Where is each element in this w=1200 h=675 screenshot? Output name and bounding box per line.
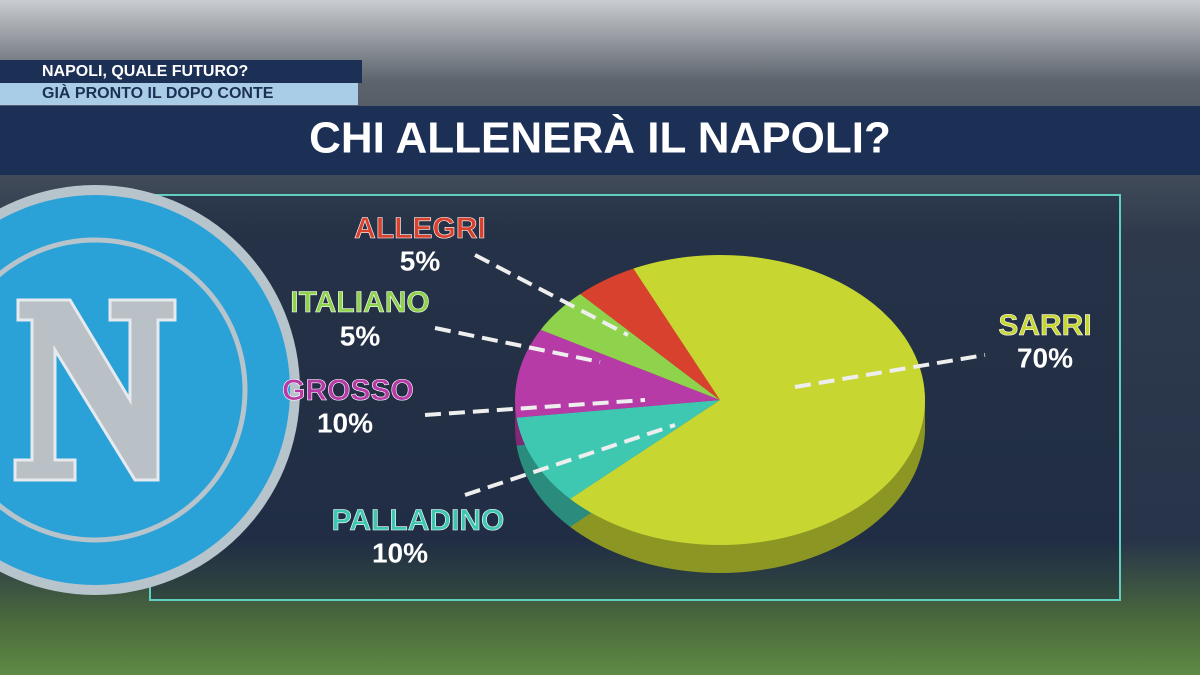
pie <box>514 254 926 573</box>
value-label: 5% <box>340 320 381 351</box>
leader-line <box>434 326 601 364</box>
labels: SARRI70%PALLADINO10%GROSSO10%ITALIANO5%A… <box>282 212 1092 569</box>
slice-label: ITALIANO <box>290 286 429 319</box>
value-label: 70% <box>1017 342 1073 373</box>
leader-line <box>474 253 629 337</box>
slice <box>514 329 720 418</box>
slice-label: ALLEGRI <box>354 212 486 245</box>
title-band <box>0 106 1200 175</box>
chart-title: CHI ALLENERÀ IL NAPOLI? <box>309 113 891 163</box>
leader-line <box>794 353 986 389</box>
slice-label: SARRI <box>998 309 1091 342</box>
headline-box <box>0 60 362 83</box>
slice-label: PALLADINO <box>332 504 505 537</box>
slice <box>516 400 720 499</box>
value-label: 5% <box>400 245 441 276</box>
subheadline: GIÀ PRONTO IL DOPO CONTE <box>42 83 274 102</box>
value-label: 10% <box>372 537 428 568</box>
headline: NAPOLI, QUALE FUTURO? <box>42 63 248 80</box>
value-label: 10% <box>317 407 373 438</box>
slice <box>540 293 720 400</box>
slice <box>580 268 720 400</box>
slice-label: GROSSO <box>282 374 414 407</box>
subheadline-box <box>0 83 358 105</box>
slice <box>570 254 925 545</box>
leader-line <box>424 398 646 417</box>
leader-line <box>464 423 676 497</box>
club-logo <box>0 185 300 595</box>
